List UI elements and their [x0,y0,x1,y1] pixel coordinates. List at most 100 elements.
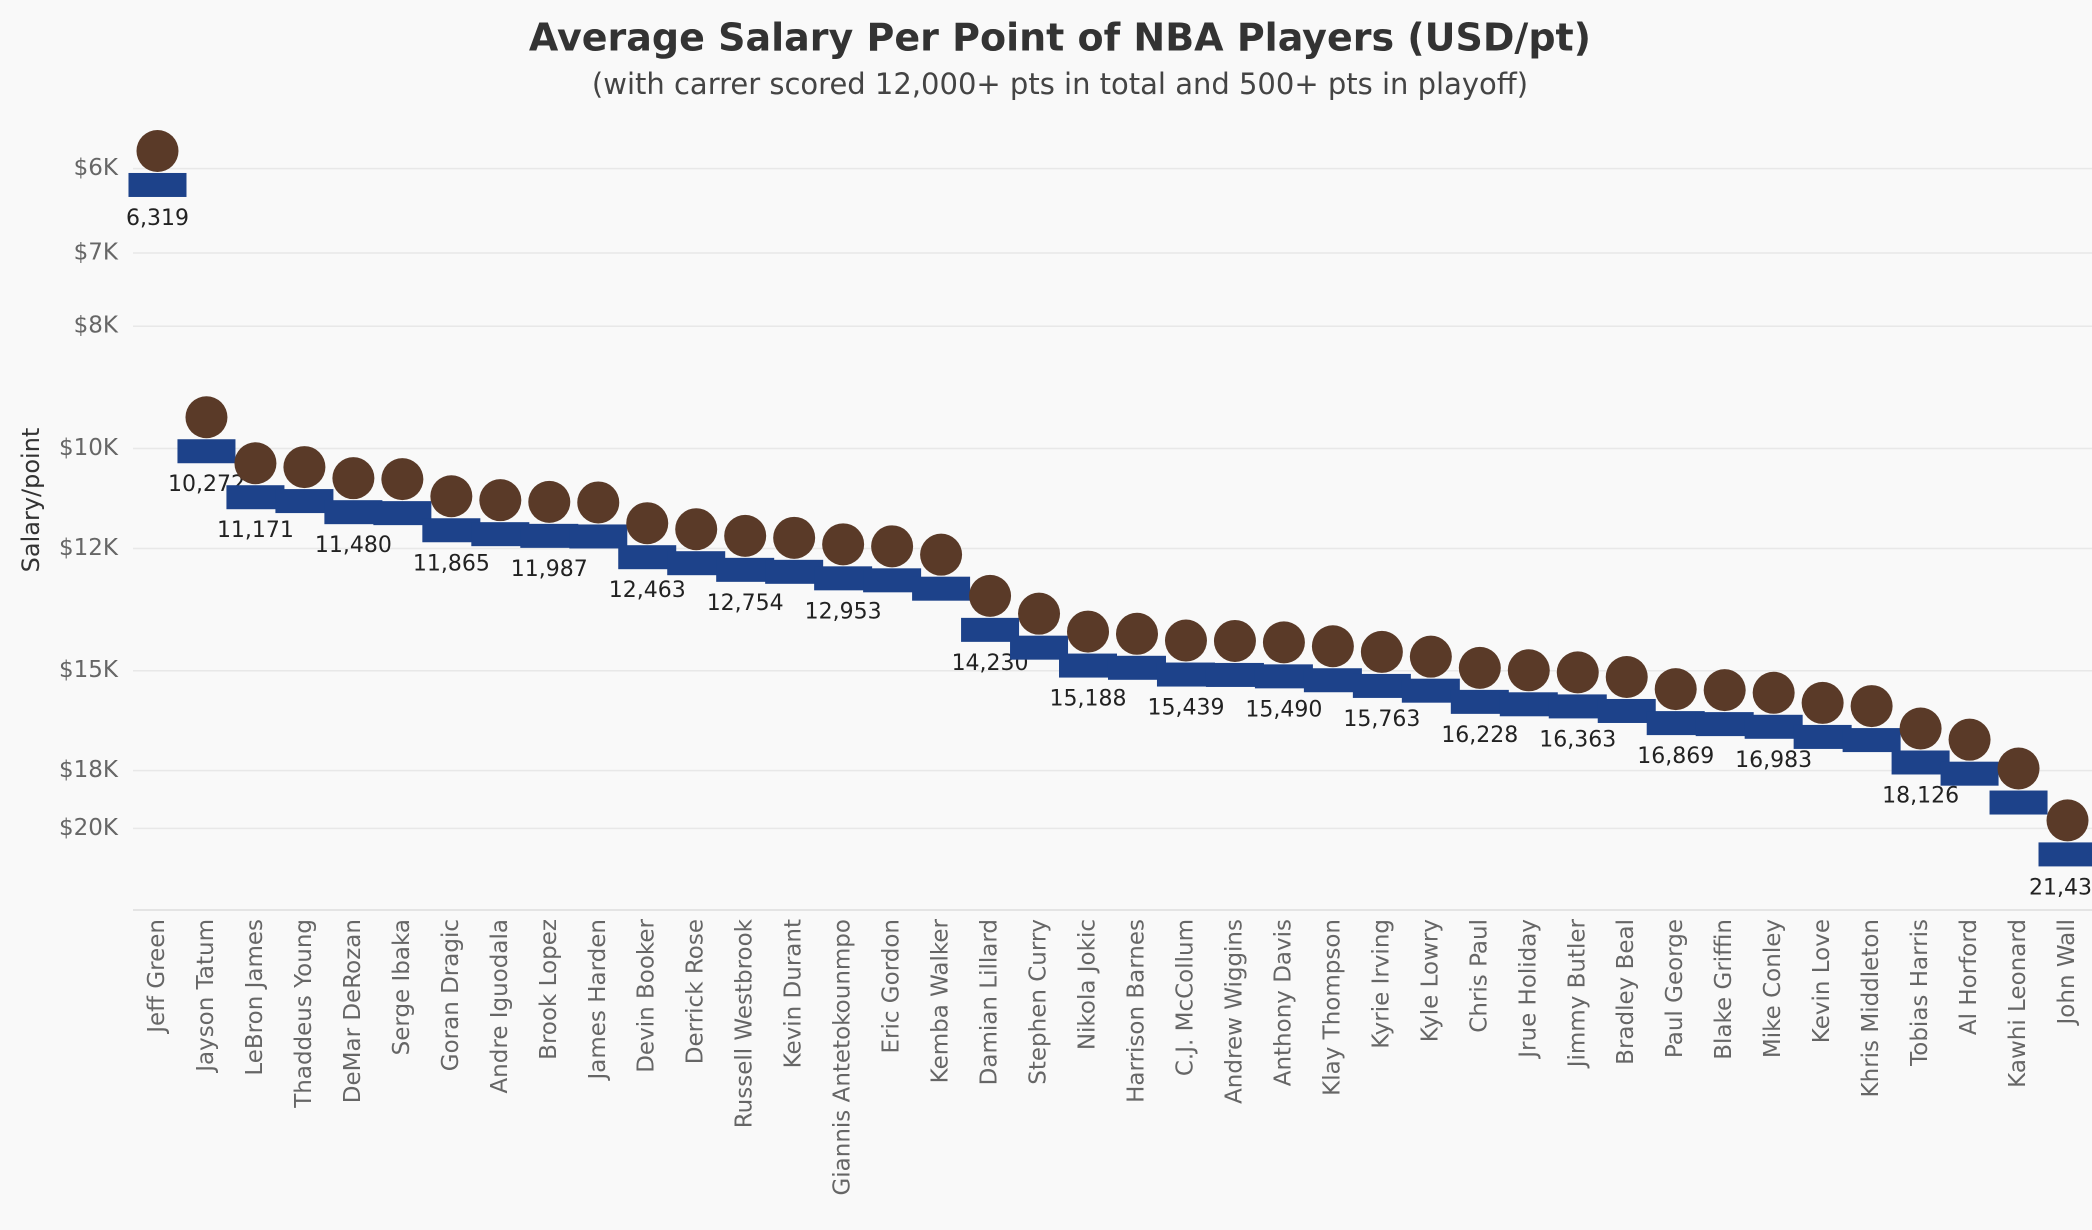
jersey [1303,668,1362,693]
value-label: 21,436 [2029,875,2092,900]
x-tick-label: Goran Dragic [438,919,464,1071]
head [381,458,424,501]
head [1458,646,1501,689]
x-tick-label: Jayson Tatum [193,919,219,1074]
value-label: 6,319 [126,206,189,231]
head [332,457,375,500]
jersey [1010,635,1069,660]
jersey [1205,662,1264,687]
x-tick-label: Tobias Harris [1907,919,1933,1067]
x-tick-label: Mike Conley [1760,919,1786,1058]
x-tick-label: Nikola Jokic [1075,919,1101,1050]
head [1752,671,1795,714]
y-tick-label: $18K [59,757,119,783]
y-axis-label: Salary/point [17,428,45,573]
head [1262,621,1305,664]
head [1850,685,1893,728]
head [1899,707,1942,750]
jersey [1597,698,1656,723]
jersey [1156,662,1215,687]
head [1556,651,1599,694]
head [1997,747,2040,790]
head [185,396,228,439]
head [528,480,571,523]
chart-subtitle: (with carrer scored 12,000+ pts in total… [592,67,1528,101]
value-label: 15,763 [1343,707,1420,732]
jersey [961,617,1020,642]
jersey [1499,692,1558,717]
head [136,129,179,172]
y-tick-label: $7K [74,240,119,266]
head [1654,668,1697,711]
x-tick-label: Kemba Walker [928,918,954,1083]
head [1115,612,1158,655]
jersey [520,523,579,548]
x-tick-label: Harrison Barnes [1123,919,1149,1103]
x-tick-label: Paul George [1662,919,1688,1058]
head [871,525,914,568]
chart-title: Average Salary Per Point of NBA Players … [529,16,1591,60]
x-tick-label: Giannis Antetokounmpo [830,919,856,1196]
y-tick-label: $10K [59,435,119,461]
value-label: 15,188 [1050,687,1127,712]
jersey [1352,673,1411,698]
x-tick-label: Bradley Beal [1613,919,1639,1065]
jersey [1646,711,1705,736]
x-tick-label: Serge Ibaka [389,919,415,1055]
jersey [177,439,236,464]
y-tick-label: $6K [74,155,119,181]
x-tick-label: John Wall [2054,919,2080,1026]
x-tick-label: Al Horford [1956,919,1982,1035]
x-tick-label: Kevin Durant [781,919,807,1068]
x-tick-label: Anthony Davis [1270,919,1296,1086]
x-tick-label: Blake Griffin [1711,919,1737,1060]
x-tick-label: Kyrie Irving [1368,919,1394,1049]
head [1409,635,1452,678]
value-label: 15,439 [1147,696,1224,721]
value-label: 16,228 [1441,723,1518,748]
head [283,446,326,489]
value-label: 12,463 [609,578,686,603]
x-tick-label: Kyle Lowry [1417,919,1443,1042]
x-tick-label: Andrew Wiggins [1221,919,1247,1104]
jersey [1450,689,1509,714]
jersey [128,172,187,197]
x-tick-label: Derrick Rose [683,919,709,1064]
jersey [1254,664,1313,689]
value-label: 18,126 [1882,783,1959,808]
x-tick-label: Brook Lopez [536,919,562,1060]
head [1164,619,1207,662]
jersey [275,489,334,514]
value-label: 11,865 [413,551,490,576]
value-label: 11,480 [315,533,392,558]
x-tick-label: Stephen Curry [1026,919,1052,1085]
y-tick-label: $15K [59,657,119,683]
value-label: 11,987 [511,557,588,582]
jersey [2038,842,2092,867]
value-label: 12,754 [707,591,784,616]
x-tick-label: DeMar DeRozan [340,919,366,1103]
head [773,516,816,559]
head [675,508,718,551]
value-label: 11,171 [217,518,294,543]
jersey [1107,655,1166,680]
jersey [716,557,775,582]
value-label: 16,983 [1735,748,1812,773]
jersey [1695,712,1754,737]
head [1801,681,1844,724]
jersey [471,522,530,547]
head [1360,630,1403,673]
jersey [1793,724,1852,749]
jersey [1059,653,1118,678]
value-label: 12,953 [805,599,882,624]
head [920,533,963,576]
x-tick-label: James Harden [585,919,611,1082]
head [1948,718,1991,761]
jersey [667,551,726,576]
y-tick-label: $12K [59,535,119,561]
jersey [422,518,481,543]
head [822,523,865,566]
value-label: 16,363 [1539,727,1616,752]
x-tick-label: Kawhi Leonard [2005,919,2031,1088]
x-tick-label: Kevin Love [1809,919,1835,1043]
